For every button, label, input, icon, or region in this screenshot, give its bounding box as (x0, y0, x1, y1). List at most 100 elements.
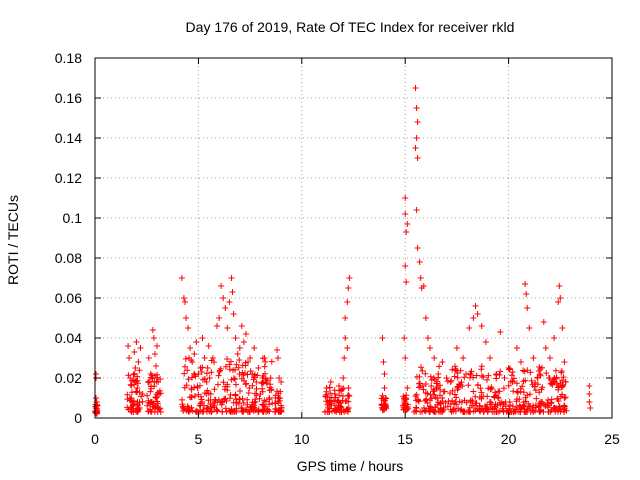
data-point (487, 355, 493, 361)
data-point (222, 405, 229, 412)
data-point (416, 259, 423, 265)
data-point (327, 390, 334, 397)
data-point (497, 329, 504, 335)
data-point (444, 378, 451, 385)
data-point (441, 388, 448, 395)
data-point (337, 404, 344, 410)
data-point (474, 311, 481, 317)
data-point (493, 371, 500, 377)
data-point (427, 345, 433, 351)
data-point (209, 355, 216, 361)
data-point (266, 394, 273, 401)
data-point (560, 406, 567, 413)
data-point (218, 283, 225, 289)
data-point (437, 392, 443, 399)
data-point (262, 358, 269, 365)
data-point (134, 400, 141, 407)
data-point (422, 370, 429, 377)
data-point (485, 385, 492, 392)
data-point (228, 275, 235, 281)
data-point (521, 368, 528, 375)
data-point (412, 145, 419, 151)
chart-title: Day 176 of 2019, Rate Of TEC Index for r… (186, 19, 515, 35)
data-point (180, 295, 187, 301)
data-point (435, 399, 442, 406)
axis-ticks: 0 0.02 0.04 0.06 0.08 0.1 0.12 0.14 0.16 0.18 0 5 10… (55, 50, 620, 447)
data-point (253, 392, 260, 399)
data-point (423, 396, 430, 403)
data-point (439, 359, 446, 365)
data-point (422, 381, 429, 387)
x-tick-label: 15 (397, 431, 413, 447)
data-point (211, 404, 218, 411)
data-point (344, 345, 351, 351)
data-point (154, 374, 161, 381)
data-point (414, 245, 421, 251)
data-point (507, 405, 513, 412)
data-point (228, 407, 235, 414)
data-point (475, 382, 481, 389)
y-tick-label: 0.08 (55, 250, 82, 266)
data-point (215, 381, 221, 388)
data-point (255, 408, 262, 415)
data-point (193, 339, 200, 345)
data-point (240, 339, 247, 345)
data-point (179, 396, 185, 403)
data-point (181, 370, 188, 377)
data-point (129, 389, 135, 396)
data-point (413, 105, 420, 111)
data-point (211, 399, 218, 406)
data-point (237, 388, 243, 394)
data-point (488, 384, 495, 391)
data-point (127, 375, 134, 381)
data-point (131, 370, 138, 377)
data-point (135, 359, 142, 365)
data-point (586, 383, 593, 389)
data-point (435, 371, 442, 377)
data-point (401, 335, 408, 341)
data-point (274, 388, 281, 395)
data-point (346, 275, 353, 281)
data-point (470, 374, 477, 381)
data-point (257, 391, 264, 397)
data-point (452, 408, 459, 415)
y-axis-label: ROTI / TECUs (5, 195, 21, 285)
data-point (268, 358, 275, 365)
data-point (476, 406, 483, 413)
data-point (145, 379, 152, 386)
data-point (540, 319, 547, 325)
data-point (214, 323, 220, 329)
data-point (420, 386, 427, 393)
data-point (201, 355, 208, 361)
data-point (457, 407, 464, 414)
data-point (467, 397, 474, 404)
data-point (470, 315, 477, 321)
data-point (259, 401, 266, 408)
data-point (402, 355, 409, 361)
data-point (413, 207, 420, 213)
data-point (155, 400, 161, 407)
data-point (513, 380, 520, 387)
data-point (148, 399, 155, 405)
data-point (191, 351, 198, 357)
data-point (416, 384, 422, 391)
data-point (528, 377, 535, 384)
data-point (277, 395, 284, 401)
data-point (252, 407, 259, 414)
data-point (186, 355, 193, 361)
data-point (527, 403, 533, 410)
data-point (249, 403, 256, 410)
data-point (132, 365, 139, 371)
data-point (203, 370, 210, 377)
data-point (480, 374, 487, 381)
plot-frame (94, 57, 613, 419)
data-point (466, 408, 473, 415)
data-point (401, 399, 408, 405)
y-tick-label: 0.02 (55, 370, 82, 386)
data-point (505, 382, 512, 389)
data-point (451, 391, 458, 398)
data-point (194, 383, 201, 390)
data-point (205, 397, 212, 404)
data-point (518, 359, 524, 365)
